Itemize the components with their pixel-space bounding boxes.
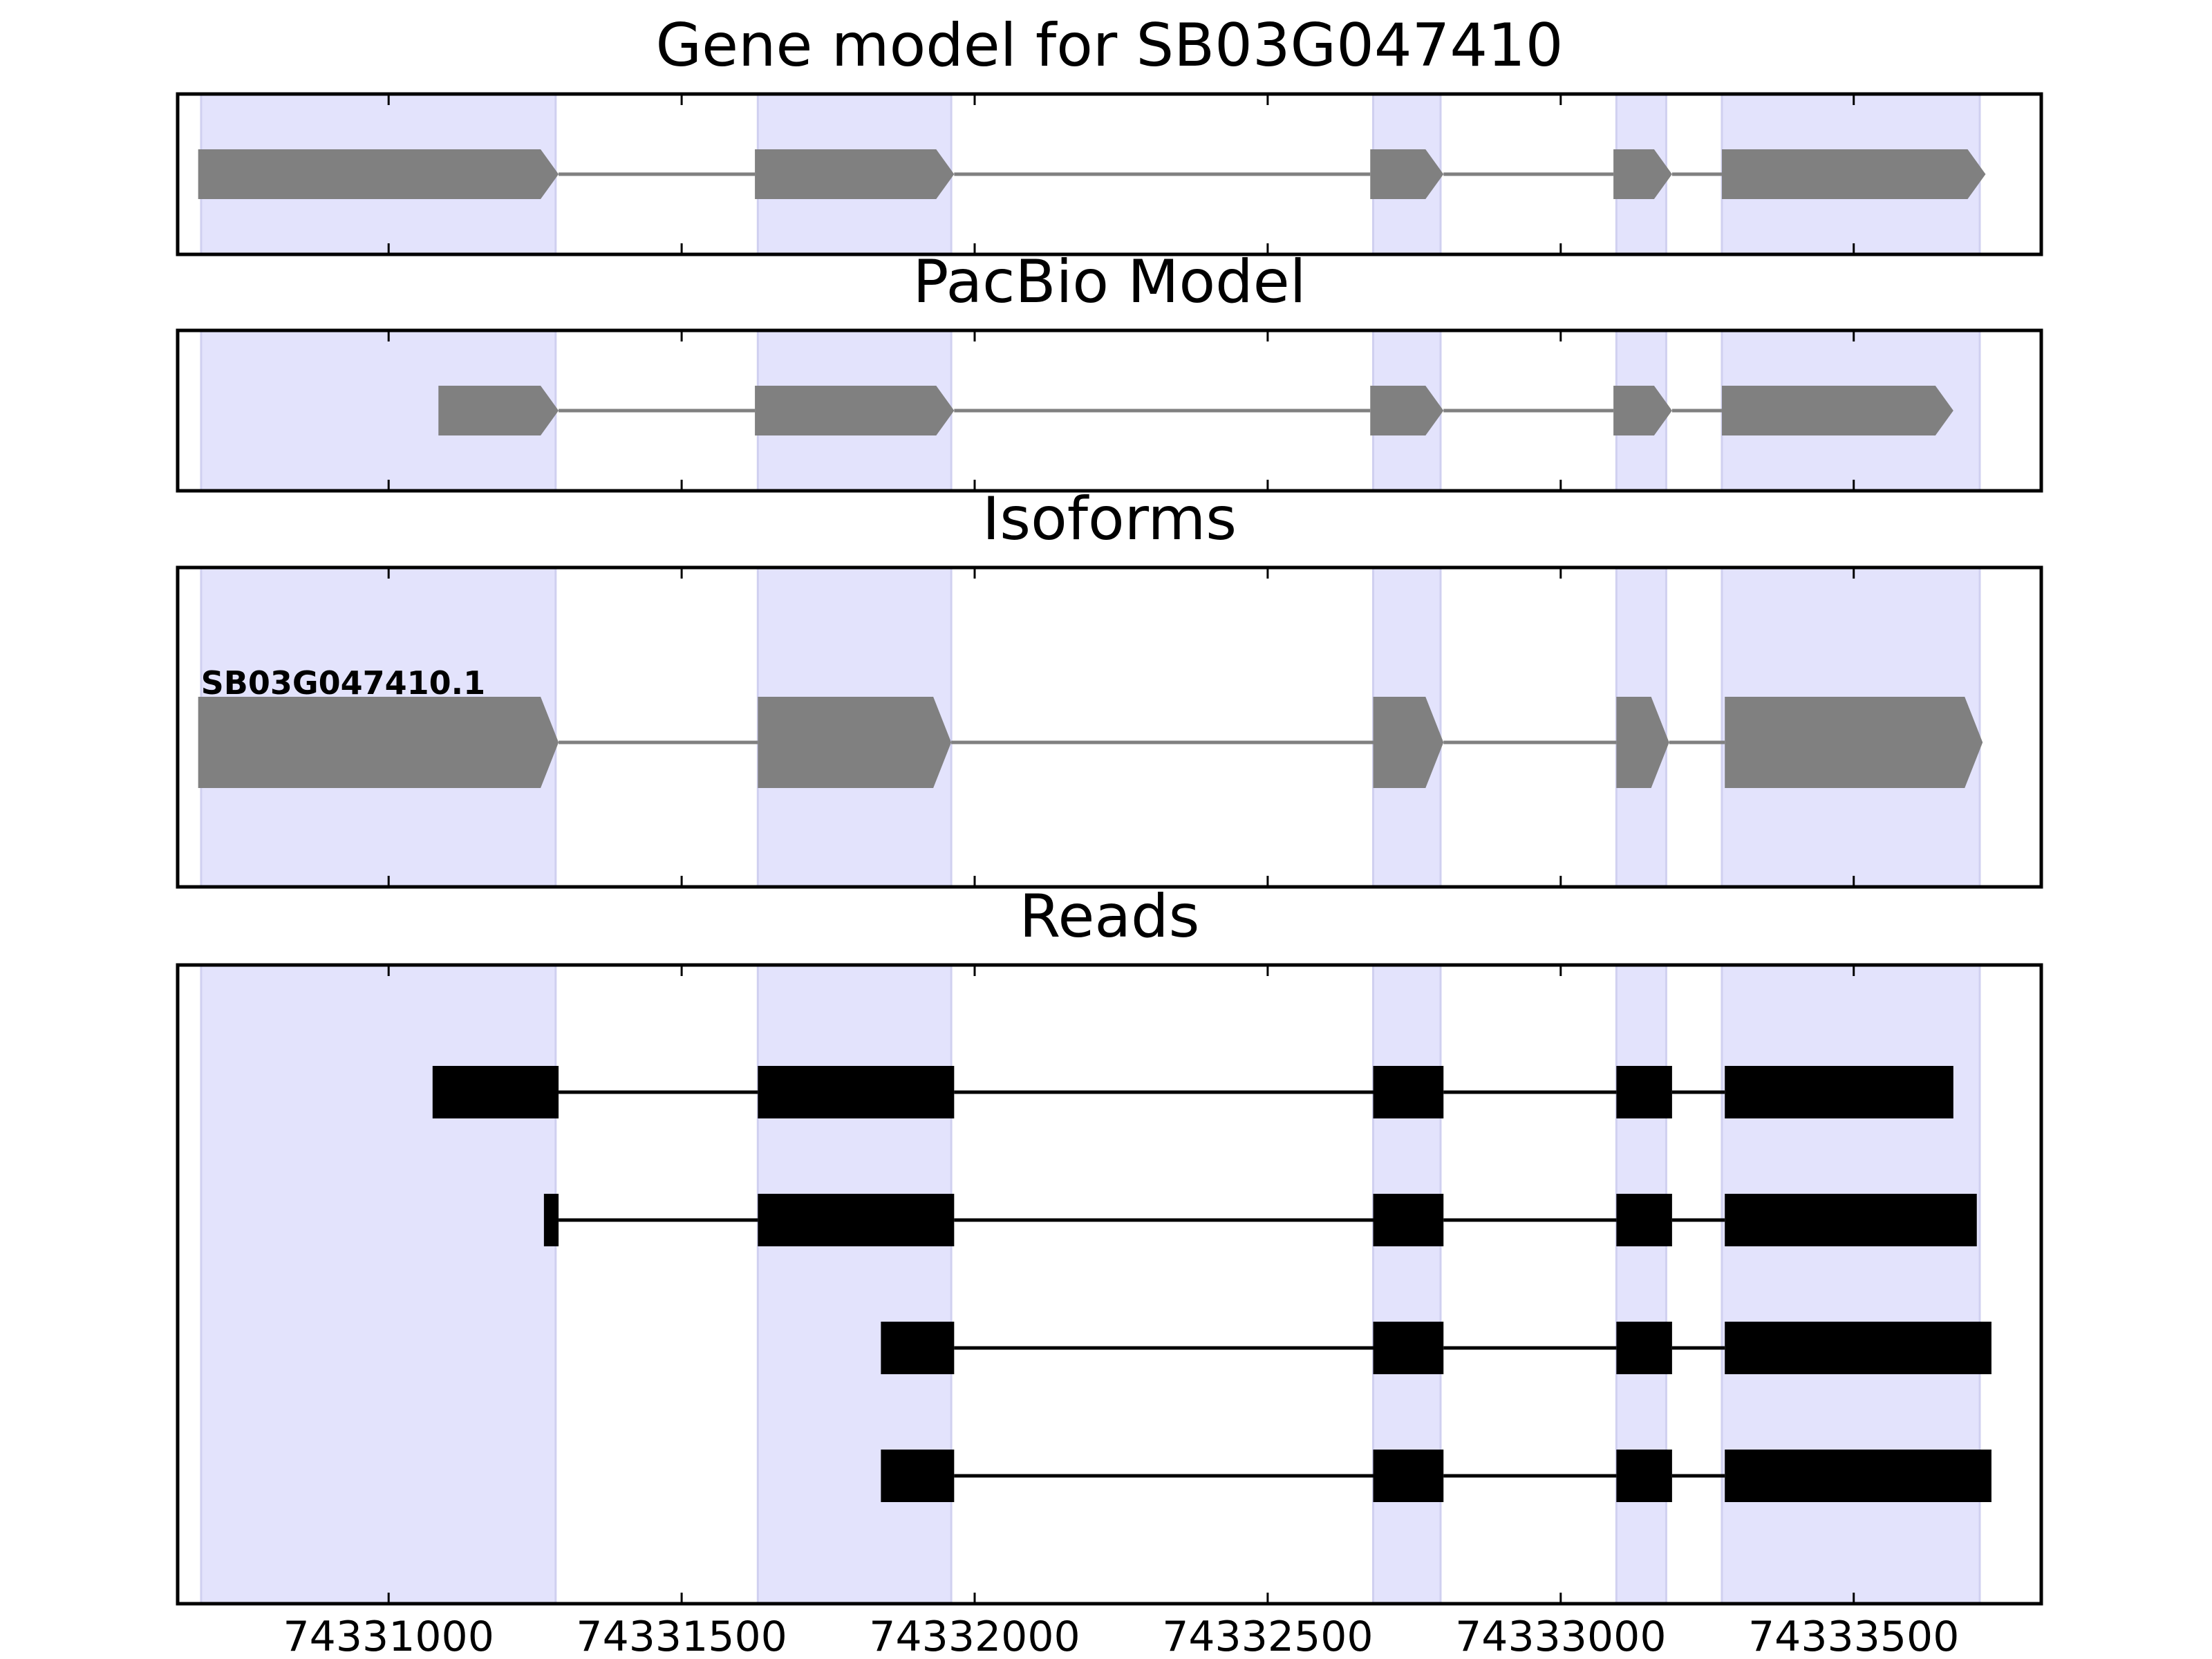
panel-title: Gene model for SB03G047410 [656,11,1564,80]
exon-arrow [198,697,559,788]
read-exon [1725,1450,1991,1502]
read-exon [432,1066,559,1118]
read-exon [1373,1194,1444,1246]
read-exon [1616,1450,1672,1502]
panel-title: Isoforms [982,485,1237,554]
read-exon [1373,1066,1444,1118]
panel-title: PacBio Model [912,247,1306,317]
highlight-band [1721,964,1981,1605]
x-tick-label: 74332500 [1162,1613,1373,1659]
exon-arrow [198,149,559,199]
isoform-label: SB03G047410.1 [201,664,485,702]
x-tick-label: 74331000 [283,1613,494,1659]
exon-arrow [1721,149,1986,199]
exon-arrow [1373,697,1444,788]
read-exon [881,1450,955,1502]
exon-arrow [1613,149,1672,199]
exon-arrow [438,386,559,435]
exon-arrow [1725,697,1983,788]
read-exon [1616,1322,1672,1374]
exon-arrow [1370,386,1444,435]
read-exon [1616,1066,1672,1118]
exon-arrow [755,386,955,435]
read-exon [758,1194,955,1246]
read-exon [1725,1322,1991,1374]
exon-arrow [758,697,952,788]
x-tick-label: 74331500 [576,1613,787,1659]
x-tick-label: 74332000 [869,1613,1080,1659]
panel-1: Gene model for SB03G047410 [176,11,2043,256]
axes-frame [176,963,2043,1606]
highlight-band [1372,964,1442,1605]
highlight-band [1615,964,1667,1605]
highlight-band [200,964,557,1605]
exon-arrow [1721,386,1953,435]
x-tick-label: 74333500 [1748,1613,1959,1659]
axes-frame [176,92,2043,256]
panel-3: SB03G047410.1 Isoforms [176,485,2043,889]
read-exon [1725,1194,1977,1246]
axes-frame [176,565,2043,889]
highlight-band [756,964,953,1605]
read-exon [881,1322,955,1374]
panel-title: Reads [1020,882,1200,951]
exon-arrow [1613,386,1672,435]
read-exon [1616,1194,1672,1246]
read-exon [543,1194,559,1246]
read-exon [1373,1450,1444,1502]
exon-arrow [1370,149,1444,199]
read-exon [1725,1066,1953,1118]
x-tick-label: 74333000 [1455,1613,1666,1659]
exon-arrow [755,149,955,199]
read-exon [758,1066,955,1118]
axes-frame [176,328,2043,493]
panel-4: Reads [176,882,2043,1606]
exon-arrow [1616,697,1669,788]
panel-2: PacBio Model [176,247,2043,493]
read-exon [1373,1322,1444,1374]
